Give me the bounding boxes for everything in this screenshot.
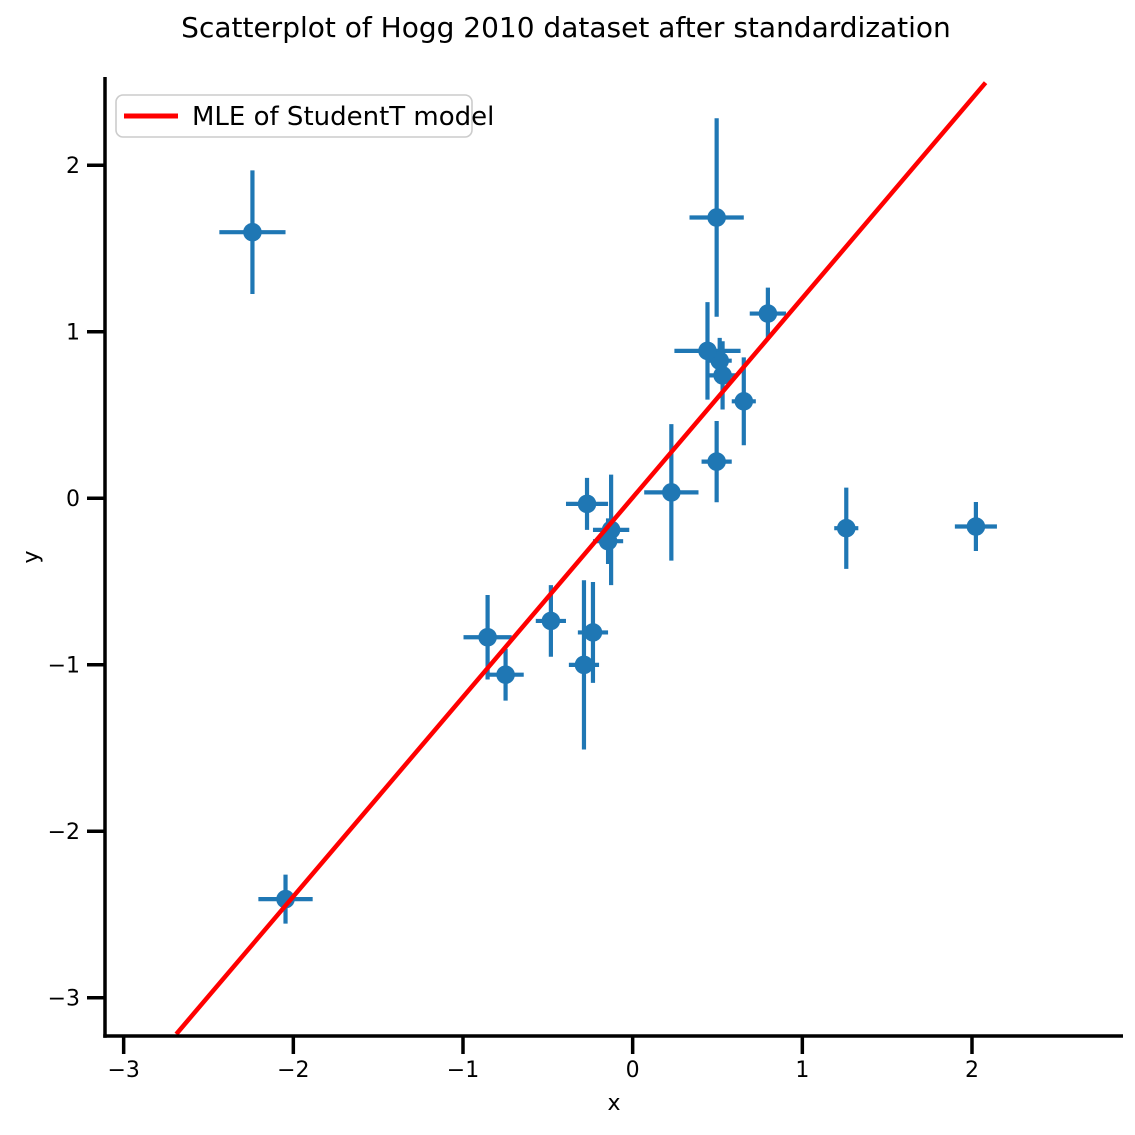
x-tick-label: −3 <box>107 1058 139 1083</box>
legend-box <box>115 94 473 138</box>
data-point <box>758 304 778 323</box>
x-tick-label: 1 <box>795 1058 809 1083</box>
x-tick-label: −1 <box>447 1058 479 1083</box>
data-point <box>966 517 986 536</box>
data-point <box>276 889 295 909</box>
data-point <box>836 518 856 538</box>
x-tick-label: 2 <box>965 1058 979 1083</box>
legend: MLE of StudentT model <box>115 94 494 138</box>
y-tick-label: −2 <box>48 820 80 845</box>
data-point <box>496 665 515 685</box>
data-point <box>478 627 497 647</box>
plot-area: −3 −2 −1 0 1 2 2 1 0 −1 −2 −3 <box>48 77 1123 1083</box>
chart-title: Scatterplot of Hogg 2010 dataset after s… <box>181 11 951 44</box>
x-axis-label: x <box>607 1091 620 1116</box>
data-point <box>662 483 681 502</box>
y-axis-label: y <box>19 550 44 563</box>
data-point <box>574 655 594 675</box>
x-tick-label: 0 <box>626 1058 640 1083</box>
y-tick-label: 2 <box>66 154 80 179</box>
data-point <box>698 341 717 361</box>
data-point <box>707 208 726 227</box>
data-point <box>713 366 732 385</box>
y-tick-label: −3 <box>48 987 80 1012</box>
y-tick-label: −1 <box>48 654 80 679</box>
data-point <box>243 222 262 242</box>
data-point <box>734 392 754 411</box>
y-tick-label: 1 <box>66 321 80 346</box>
data-point <box>541 611 561 631</box>
data-point <box>577 494 597 514</box>
legend-label: MLE of StudentT model <box>192 102 494 132</box>
data-point <box>583 623 603 642</box>
x-tick-label: −2 <box>277 1058 309 1083</box>
data-point <box>707 452 726 471</box>
mle-regression-line <box>174 81 988 1036</box>
y-tick-label: 0 <box>66 487 80 512</box>
